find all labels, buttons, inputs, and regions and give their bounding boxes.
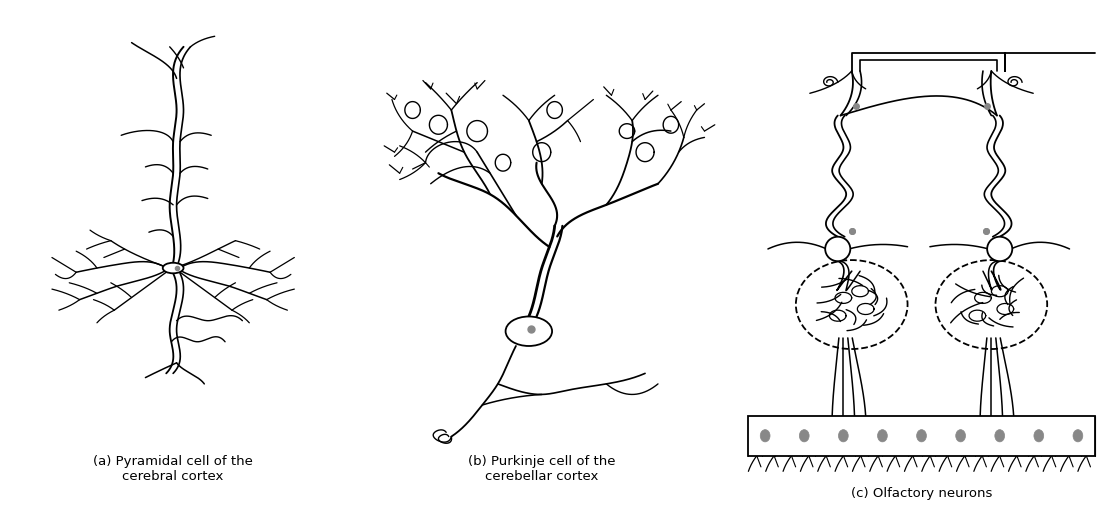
Text: (a) Pyramidal cell of the
cerebral cortex: (a) Pyramidal cell of the cerebral corte… <box>93 455 254 483</box>
Bar <box>748 416 1095 456</box>
Text: (c) Olfactory neurons: (c) Olfactory neurons <box>851 487 992 500</box>
Ellipse shape <box>917 430 926 442</box>
Ellipse shape <box>995 430 1004 442</box>
Ellipse shape <box>825 237 850 261</box>
Text: (b) Purkinje cell of the
cerebellar cortex: (b) Purkinje cell of the cerebellar cort… <box>468 455 615 483</box>
Ellipse shape <box>761 430 770 442</box>
Ellipse shape <box>800 430 809 442</box>
Ellipse shape <box>956 430 965 442</box>
Ellipse shape <box>1034 430 1043 442</box>
Ellipse shape <box>987 237 1012 261</box>
Ellipse shape <box>1073 430 1082 442</box>
Ellipse shape <box>878 430 887 442</box>
Ellipse shape <box>163 263 183 273</box>
Ellipse shape <box>506 317 552 346</box>
Ellipse shape <box>839 430 848 442</box>
